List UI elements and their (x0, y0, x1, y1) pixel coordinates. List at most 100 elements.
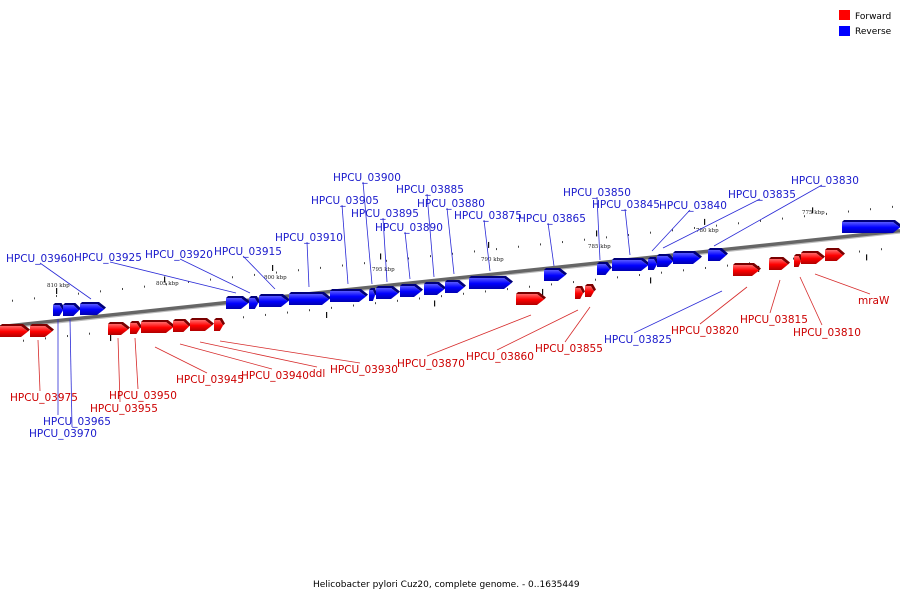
reverse-gene-arrow[interactable] (673, 251, 702, 264)
forward-gene-arrow[interactable] (769, 257, 790, 270)
reverse-gene-arrow[interactable] (469, 276, 513, 289)
minor-tick (617, 276, 618, 279)
gene-label[interactable]: HPCU_03915 (214, 246, 282, 258)
forward-gene-arrow[interactable] (516, 292, 546, 305)
leader-line (109, 261, 237, 294)
minor-tick (89, 332, 90, 335)
minor-tick (507, 288, 508, 291)
gene-label[interactable]: HPCU_03885 (396, 184, 464, 196)
gene-label[interactable]: HPCU_03955 (90, 403, 158, 415)
gene-label[interactable]: HPCU_03970 (29, 428, 97, 440)
minor-tick (870, 208, 871, 211)
minor-tick (56, 295, 57, 298)
gene-label[interactable]: HPCU_03830 (791, 175, 859, 187)
gene-label[interactable]: HPCU_03880 (417, 198, 485, 210)
minor-tick (78, 292, 79, 295)
gene-label[interactable]: HPCU_03815 (740, 314, 808, 326)
leader-line (179, 258, 251, 294)
leader-line (769, 279, 781, 314)
leader-line (713, 184, 823, 247)
leader-line (382, 217, 388, 283)
forward-gene-labels: HPCU_03975 HPCU_03955 HPCU_03950 HPCU_03… (10, 295, 890, 415)
reverse-gene-arrow[interactable] (597, 262, 612, 275)
gene-label[interactable]: HPCU_03945 (176, 374, 244, 386)
forward-gene-arrow[interactable] (30, 324, 54, 337)
gene-label[interactable]: HPCU_03845 (592, 199, 660, 211)
forward-gene-arrow[interactable] (173, 319, 191, 332)
gene-label[interactable]: HPCU_03905 (311, 195, 379, 207)
reverse-gene-arrow[interactable] (259, 294, 290, 307)
minor-tick (430, 255, 431, 258)
figure-caption: Helicobacter pylori Cuz20, complete geno… (313, 580, 580, 590)
minor-tick (573, 281, 574, 284)
gene-label[interactable]: HPCU_03855 (535, 343, 603, 355)
forward-gene-arrow[interactable] (108, 322, 130, 335)
forward-gene-arrow[interactable] (733, 263, 761, 276)
reverse-gene-arrow[interactable] (80, 302, 106, 315)
leader-line (306, 241, 310, 288)
reverse-gene-arrow[interactable] (424, 282, 446, 295)
reverse-gene-arrow[interactable] (226, 296, 250, 309)
reverse-gene-arrow[interactable] (63, 303, 81, 316)
minor-tick (320, 266, 321, 269)
forward-gene-arrow[interactable] (801, 251, 825, 264)
forward-gene-arrow[interactable] (794, 254, 803, 267)
reverse-gene-arrow[interactable] (400, 284, 423, 297)
gene-label[interactable]: HPCU_03870 (397, 358, 465, 370)
gene-label[interactable]: HPCU_03930 (330, 364, 398, 376)
gene-label[interactable]: HPCU_03960 (6, 253, 74, 265)
gene-label[interactable]: HPCU_03820 (671, 325, 739, 337)
reverse-gene-arrow[interactable] (53, 303, 65, 316)
gene-label[interactable]: HPCU_03875 (454, 210, 522, 222)
gene-label[interactable]: HPCU_03850 (563, 187, 631, 199)
reverse-gene-arrow[interactable] (842, 220, 900, 233)
gene-label[interactable]: HPCU_03900 (333, 172, 401, 184)
reverse-gene-arrow[interactable] (612, 258, 650, 271)
minor-tick (144, 285, 145, 288)
gene-label[interactable]: HPCU_03810 (793, 327, 861, 339)
gene-label[interactable]: HPCU_03825 (604, 334, 672, 346)
reverse-gene-arrow[interactable] (708, 248, 728, 261)
gene-label[interactable]: HPCU_03865 (518, 213, 586, 225)
reverse-gene-arrow[interactable] (289, 292, 331, 305)
forward-gene-arrow[interactable] (825, 248, 845, 261)
gene-label[interactable]: ddl (309, 368, 325, 380)
minor-tick (661, 271, 662, 274)
reverse-gene-arrow[interactable] (657, 254, 675, 267)
leader-lines (37, 181, 871, 428)
reverse-gene-arrow[interactable] (376, 286, 400, 299)
forward-gene-arrow[interactable] (214, 318, 225, 331)
gene-label[interactable]: HPCU_03835 (728, 189, 796, 201)
leader-line (699, 286, 748, 325)
scale-tick-label: 805 kbp (156, 281, 179, 287)
gene-label[interactable]: HPCU_03840 (659, 200, 727, 212)
reverse-gene-arrow[interactable] (369, 288, 377, 301)
gene-label[interactable]: HPCU_03860 (466, 351, 534, 363)
gene-label[interactable]: mraW (858, 295, 890, 307)
forward-gene-arrow[interactable] (141, 320, 175, 333)
gene-label[interactable]: HPCU_03910 (275, 232, 343, 244)
forward-gene-arrow[interactable] (190, 318, 214, 331)
minor-tick (694, 226, 695, 229)
gene-label[interactable]: HPCU_03890 (375, 222, 443, 234)
leader-line (547, 222, 555, 267)
gene-label[interactable]: HPCU_03925 (74, 252, 142, 264)
reverse-gene-arrow[interactable] (544, 268, 567, 281)
forward-gene-arrow[interactable] (0, 324, 30, 337)
reverse-gene-arrow[interactable] (330, 289, 368, 302)
reverse-gene-arrow[interactable] (648, 257, 659, 270)
leader-line (483, 219, 491, 272)
forward-gene-arrow[interactable] (575, 286, 585, 299)
reverse-gene-arrow[interactable] (445, 280, 466, 293)
gene-label[interactable]: HPCU_03975 (10, 392, 78, 404)
gene-label[interactable]: HPCU_03920 (145, 249, 213, 261)
minor-tick (34, 297, 35, 300)
forward-gene-arrow[interactable] (130, 321, 142, 334)
reverse-gene-arrow[interactable] (249, 296, 260, 309)
forward-gene-arrow[interactable] (585, 284, 596, 297)
gene-label[interactable]: HPCU_03965 (43, 416, 111, 428)
gene-label[interactable]: HPCU_03940 (241, 370, 309, 382)
minor-tick (782, 217, 783, 220)
gene-label[interactable]: HPCU_03895 (351, 208, 419, 220)
gene-label[interactable]: HPCU_03950 (109, 390, 177, 402)
